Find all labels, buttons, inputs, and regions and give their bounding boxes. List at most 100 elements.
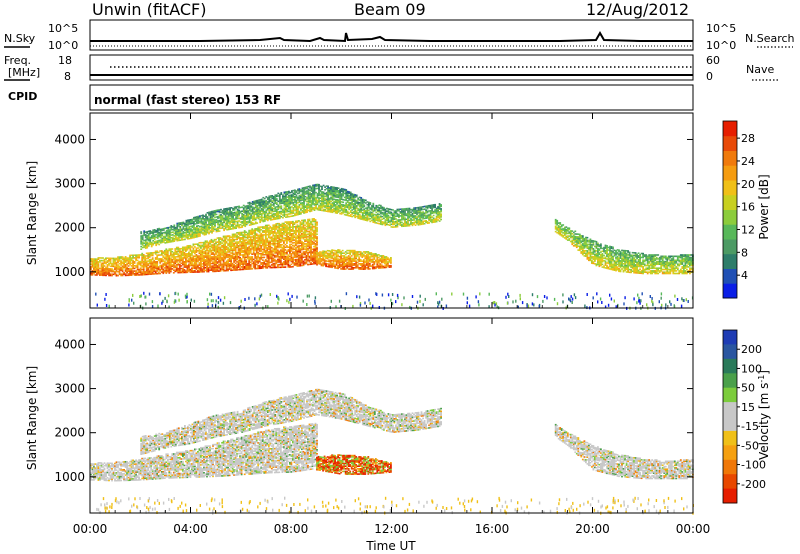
nave-label: Nave bbox=[746, 63, 774, 76]
x-tick-label: 00:00 bbox=[73, 522, 108, 536]
freq-left-tick-top: 18 bbox=[58, 54, 72, 67]
y-tick-label: 2000 bbox=[54, 221, 85, 235]
colorbar-swatch bbox=[723, 387, 737, 403]
x-tick-label: 04:00 bbox=[173, 522, 208, 536]
colorbar-tick-label: -200 bbox=[741, 478, 766, 491]
colorbar-swatch bbox=[723, 344, 737, 360]
nsky-frame bbox=[89, 19, 694, 51]
freq-label-unit: [MHz] bbox=[8, 66, 40, 79]
nsky-right-tick-bottom: 10^0 bbox=[706, 39, 736, 52]
colorbar-swatch bbox=[723, 283, 737, 299]
colorbar-tick-label: -15 bbox=[741, 420, 759, 433]
region-low-band bbox=[90, 218, 318, 277]
near-range-speckle bbox=[96, 496, 694, 515]
velocity-ylabel: Slant Range [km] bbox=[25, 366, 39, 470]
freq-right-tick-bottom: 0 bbox=[706, 70, 713, 83]
colorbar-swatch bbox=[723, 224, 737, 240]
colorbar-swatch bbox=[723, 121, 737, 137]
colorbar-tick-label: 28 bbox=[741, 132, 755, 145]
freq-label-top: Freq. bbox=[4, 54, 31, 67]
colorbar-tick-label: -100 bbox=[741, 459, 766, 472]
colorbar-tick-label: 200 bbox=[741, 343, 762, 356]
freq-left-tick-bottom: 8 bbox=[64, 70, 71, 83]
power-y-ticks: 1000 2000 3000 4000 bbox=[54, 132, 693, 279]
x-tick-label: 12:00 bbox=[374, 522, 409, 536]
station-title: Unwin (fitACF) bbox=[92, 0, 207, 19]
y-tick-label: 4000 bbox=[54, 132, 85, 146]
colorbar-swatch bbox=[723, 165, 737, 181]
colorbar-frame bbox=[722, 120, 738, 299]
y-tick-label: 1000 bbox=[54, 470, 85, 484]
colorbar-swatch bbox=[723, 474, 737, 489]
colorbar-tick-label: 12 bbox=[741, 223, 755, 236]
colorbar-swatch bbox=[723, 402, 737, 417]
time-axis-label: Time UT bbox=[365, 539, 416, 553]
colorbar-swatch bbox=[723, 268, 737, 284]
colorbar-tick-label: 24 bbox=[741, 155, 755, 168]
colorbar-swatch bbox=[723, 253, 737, 269]
colorbar-tick-label: 50 bbox=[741, 382, 755, 395]
freq-strip: Freq. [MHz] 18 8 60 0 Nave bbox=[4, 54, 780, 83]
colorbar-frame bbox=[722, 329, 738, 504]
velocity-y-ticks: 1000 2000 3000 4000 bbox=[54, 337, 693, 484]
colorbar-tick-label: 15 bbox=[741, 401, 755, 414]
colorbar-swatch bbox=[723, 180, 737, 196]
velocity-data-layer bbox=[90, 388, 694, 515]
colorbar-tick-label: 16 bbox=[741, 201, 755, 214]
region-upper-band bbox=[140, 388, 442, 455]
nsky-label: N.Sky bbox=[4, 32, 36, 45]
y-tick-label: 3000 bbox=[54, 177, 85, 191]
nsearch-label: N.Search bbox=[745, 32, 795, 45]
colorbar-swatch bbox=[723, 135, 737, 151]
colorbar-swatch bbox=[723, 358, 737, 374]
colorbar-swatch bbox=[723, 430, 737, 446]
beam-title: Beam 09 bbox=[354, 0, 426, 19]
region-pocket bbox=[316, 249, 392, 270]
y-tick-label: 2000 bbox=[54, 426, 85, 440]
x-tick-label: 08:00 bbox=[274, 522, 309, 536]
colorbar-swatch bbox=[723, 416, 737, 432]
colorbar-swatch bbox=[723, 209, 737, 225]
y-tick-label: 3000 bbox=[54, 382, 85, 396]
colorbar-tick-label: 4 bbox=[741, 269, 748, 282]
colorbar-swatch bbox=[723, 488, 737, 504]
x-tick-label: 20:00 bbox=[575, 522, 610, 536]
region-ground-scatter-band bbox=[90, 422, 318, 482]
cpid-strip: CPID normal (fast stereo) 153 RF bbox=[8, 84, 694, 111]
power-data-layer bbox=[90, 183, 694, 310]
colorbar-swatch bbox=[723, 459, 737, 475]
region-evening-band bbox=[554, 423, 694, 480]
colorbar-tick-label: -50 bbox=[741, 439, 759, 452]
velocity-panel: 00:00 04:00 08:00 12:00 16:00 20:00 00:00 1000… bbox=[25, 317, 772, 553]
region-upper-band bbox=[140, 183, 442, 250]
x-tick-label: 00:00 bbox=[676, 522, 711, 536]
colorbar-swatch bbox=[723, 373, 737, 389]
power-ylabel: Slant Range [km] bbox=[25, 161, 39, 265]
power-panel: 1000 2000 3000 4000 Slant Range [km] 4 8 12 16… bbox=[25, 112, 771, 310]
nsky-left-tick-bottom: 10^0 bbox=[48, 39, 78, 52]
nsky-right-tick-top: 10^5 bbox=[706, 22, 736, 35]
nsky-trace bbox=[90, 30, 693, 43]
x-tick-label: 16:00 bbox=[475, 522, 510, 536]
colorbar-tick-label: 20 bbox=[741, 178, 755, 191]
velocity-colorbar-label: Velocity [m s-1] bbox=[757, 370, 772, 460]
nsky-strip: N.Sky 10^5 10^0 10^5 10^0 N.Search bbox=[4, 19, 795, 52]
colorbar-swatch bbox=[723, 150, 737, 166]
y-tick-label: 4000 bbox=[54, 337, 85, 351]
colorbar-tick-label: 100 bbox=[741, 362, 762, 375]
velocity-x-ticks: 00:00 04:00 08:00 12:00 16:00 20:00 00:00 bbox=[73, 318, 711, 536]
y-tick-label: 1000 bbox=[54, 265, 85, 279]
colorbar-swatch bbox=[723, 194, 737, 210]
power-x-ticks bbox=[89, 113, 694, 308]
cpid-label: CPID bbox=[8, 90, 37, 103]
power-colorbar-label: Power [dB] bbox=[757, 174, 771, 239]
cpid-text: normal (fast stereo) 153 RF bbox=[94, 93, 281, 107]
colorbar-swatch bbox=[723, 445, 737, 461]
power-colorbar: 4 8 12 16 20 24 28 bbox=[722, 120, 755, 299]
region-evening-band bbox=[554, 218, 694, 275]
nsky-left-tick-top: 10^5 bbox=[48, 22, 78, 35]
colorbar-swatch bbox=[723, 330, 737, 345]
colorbar-swatch bbox=[723, 239, 737, 255]
date-title: 12/Aug/2012 bbox=[586, 0, 690, 19]
